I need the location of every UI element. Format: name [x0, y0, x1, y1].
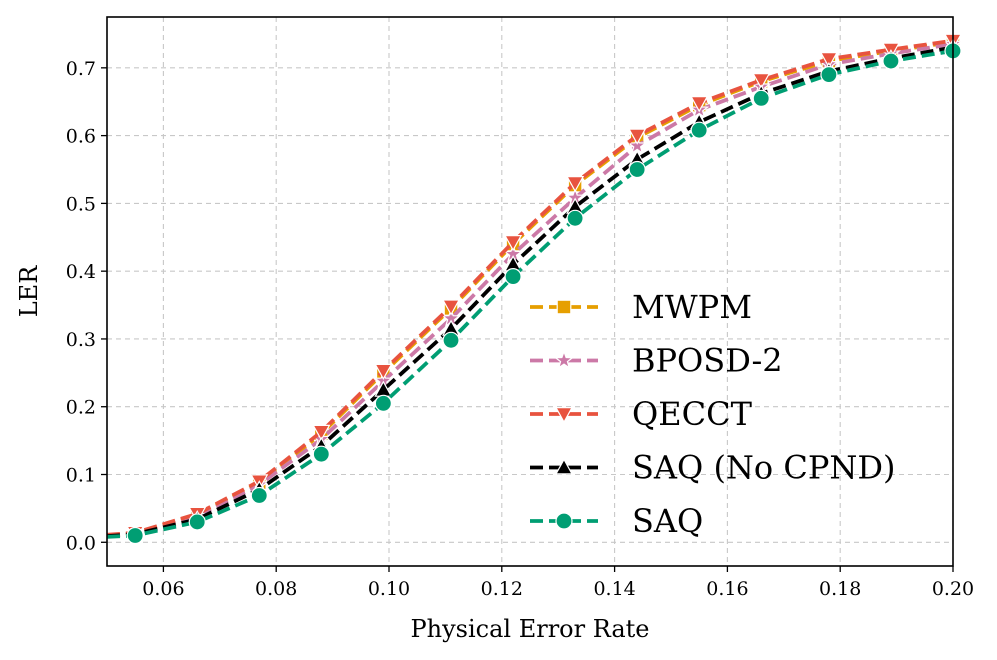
data-point — [374, 363, 393, 381]
data-point — [442, 331, 460, 349]
legend-marker — [556, 299, 572, 315]
x-tick-label: 0.20 — [932, 578, 974, 600]
legend-label: BPOSD-2 — [632, 342, 783, 380]
data-point — [312, 445, 330, 463]
x-tick-label: 0.06 — [142, 578, 184, 600]
legend-label: QECCT — [632, 395, 753, 433]
legend-item: SAQ (No CPND) — [530, 449, 896, 487]
legend-item: SAQ — [530, 502, 703, 540]
data-point — [628, 128, 647, 145]
y-tick-label: 0.2 — [66, 397, 96, 419]
x-axis-label: Physical Error Rate — [410, 615, 649, 643]
y-tick-label: 0.4 — [66, 261, 96, 283]
y-tick-label: 0.0 — [66, 532, 96, 554]
plot-frame — [106, 16, 954, 567]
legend-label: SAQ — [632, 502, 703, 540]
series-saq — [106, 42, 962, 545]
x-tick-label: 0.10 — [368, 578, 410, 600]
data-point — [188, 513, 206, 531]
data-point — [628, 160, 646, 179]
data-point — [374, 394, 392, 412]
legend-marker — [553, 349, 575, 370]
y-tick-label: 0.7 — [66, 58, 96, 80]
legend: MWPM BPOSD-2 QECCT SAQ (No CPND) SAQ — [530, 288, 896, 540]
y-axis-label: LER — [15, 265, 43, 317]
x-tick-label: 0.08 — [255, 578, 297, 600]
axis-ticks: 0.06 0.08 0.10 0.12 0.14 0.16 0.18 0.20 0.0 0.1 0.… — [66, 58, 974, 600]
data-point — [566, 176, 585, 193]
data-point — [819, 52, 838, 69]
legend-label: SAQ (No CPND) — [632, 449, 896, 487]
data-point — [820, 66, 838, 84]
data-point — [690, 121, 708, 139]
legend-label: MWPM — [632, 288, 752, 326]
data-point — [442, 299, 461, 316]
legend-marker — [555, 512, 573, 530]
legend-marker — [554, 407, 574, 424]
data-point — [250, 486, 268, 505]
data-point — [504, 235, 523, 252]
data-point — [690, 96, 709, 113]
x-tick-label: 0.12 — [481, 578, 523, 600]
legend-marker — [554, 458, 574, 475]
data-point — [627, 135, 648, 155]
x-tick-label: 0.16 — [706, 578, 748, 600]
data-point — [882, 52, 900, 70]
data-point — [752, 89, 770, 107]
data-point — [566, 209, 584, 227]
data-point — [752, 73, 771, 90]
series-line — [106, 38, 954, 537]
x-tick-label: 0.18 — [819, 578, 861, 600]
data-point — [312, 424, 331, 442]
y-tick-label: 0.3 — [66, 329, 96, 351]
series-group — [106, 33, 964, 545]
data-point — [126, 526, 144, 545]
y-tick-label: 0.5 — [66, 193, 96, 215]
legend-item: QECCT — [530, 395, 753, 433]
legend-item: BPOSD-2 — [530, 342, 783, 380]
legend-item: MWPM — [530, 288, 752, 326]
x-tick-label: 0.14 — [593, 578, 635, 600]
data-point — [504, 267, 522, 286]
y-tick-label: 0.6 — [66, 126, 96, 148]
y-tick-label: 0.1 — [66, 465, 96, 487]
